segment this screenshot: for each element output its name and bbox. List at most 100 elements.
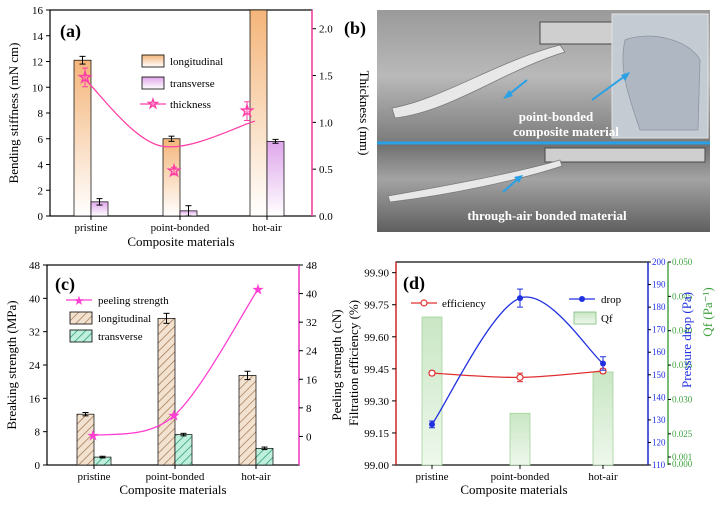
- c-ytick-label-0: 0: [35, 460, 41, 472]
- legend-c-longitudinal-label: longitudinal: [98, 313, 151, 325]
- panel-b-label-bg: [343, 10, 377, 38]
- c-bar-transverse-2: [255, 447, 274, 466]
- d-xtick-label-0: pristine: [416, 471, 449, 483]
- c-xtick-label-1: point-bonded: [146, 471, 205, 483]
- legend-transverse-swatch: [141, 76, 165, 90]
- d-ytick-label-1: 99.15: [364, 428, 389, 440]
- d-y2tick-label-4: 150: [652, 370, 666, 380]
- d-ytick-label-3: 99.45: [364, 364, 389, 376]
- panel-c-chart: 0 8 16 24 32 40 48 0 8 16 24 32 40 48 ★ ★ ★ pristine po…: [4, 260, 344, 497]
- c-y2tick-label-4: 32: [306, 317, 317, 329]
- d-y3tick-label-7: 0.050: [672, 257, 693, 267]
- c-peeling-point-2: ★: [251, 282, 264, 298]
- legend-c-transverse-label: transverse: [98, 331, 143, 343]
- c-xtick-label-2: hot-air: [241, 471, 271, 483]
- d-y3tick-label-1: 0.001: [672, 452, 692, 462]
- d-y3tick-label-6: 0.045: [672, 291, 693, 301]
- arrow-head-2: [621, 72, 630, 81]
- a-ytick-label-3: 6: [38, 134, 44, 146]
- photo-label-point-bonded-2: composite material: [513, 124, 619, 139]
- arrow-head-1: [503, 90, 513, 99]
- d-y3tick-label-0: 0.000: [672, 459, 693, 469]
- a-thickness-point-2: ☆: [240, 103, 254, 120]
- a-ytick-label-0: 0: [38, 211, 44, 223]
- a-xtick-label-0: pristine: [75, 222, 108, 234]
- d-xtick-label-2: hot-air: [588, 471, 618, 483]
- bent-sample-top: [391, 44, 566, 119]
- a-y2tick-label-4: 2.0: [319, 24, 333, 36]
- d-y2tick-label-6: 170: [652, 325, 666, 335]
- a-xtick-label-1: point-bonded: [151, 222, 210, 234]
- a-y2tick-label-1: 0.5: [319, 164, 333, 176]
- d-y2tick-label-9: 200: [652, 257, 666, 267]
- d-y3tick-label-4: 0.035: [672, 360, 693, 370]
- c-bar-longitudinal-1: [157, 317, 176, 466]
- legend-peeling-marker: ★: [73, 293, 85, 308]
- panel-c-legend: ★ peeling strength longitudinal transver…: [66, 293, 169, 343]
- arrow-head-3: [514, 175, 523, 183]
- legend-thickness-marker: ☆: [147, 96, 159, 111]
- c-bar-longitudinal-2: [238, 375, 257, 466]
- panel-b-photo: point-bonded composite material through-…: [343, 10, 710, 232]
- d-ytick-label-5: 99.75: [364, 300, 389, 312]
- clamp-bottom: [544, 147, 706, 163]
- panel-d-xlabel: Composite materials: [460, 482, 567, 497]
- panel-d-y2label: Pressure drop (Pa): [679, 292, 694, 388]
- d-y2tick-label-1: 120: [652, 437, 666, 447]
- panel-a-chart: 0 2 4 6 8 10 12 14 16 0.0 0.5 1.0 1.5 2.0 ☆ ☆ ☆ pristi…: [6, 5, 372, 249]
- panel-a-ylabel: Bending stiffness (mN cm): [6, 43, 21, 184]
- a-bar-transverse-2: [266, 140, 285, 217]
- c-y2tick-label-5: 40: [306, 289, 318, 301]
- d-ytick-label-6: 99.90: [364, 268, 389, 280]
- a-thickness-fit-line: [84, 78, 256, 148]
- a-thickness-point-0: ☆: [78, 69, 92, 86]
- d-y3tick-label-3: 0.030: [672, 394, 693, 404]
- panel-d-y3label: Qf (Pa⁻¹): [700, 287, 715, 336]
- legend-longitudinal-label: longitudinal: [170, 56, 223, 68]
- c-xtick-label-0: pristine: [78, 471, 111, 483]
- a-thickness-point-1: ☆: [167, 163, 181, 180]
- photo-label-point-bonded-1: point-bonded: [519, 109, 594, 124]
- c-y2tick-label-2: 16: [306, 374, 318, 386]
- arrow-to-inset: [591, 75, 626, 101]
- d-efficiency-point-1: [516, 373, 524, 381]
- d-y3tick-label-5: 0.040: [672, 326, 693, 336]
- a-xtick-label-2: hot-air: [252, 222, 282, 234]
- legend-c-longitudinal-swatch: [69, 311, 93, 325]
- panel-c-ylabel: Breaking strength (MPa): [4, 300, 19, 429]
- legend-thickness-label: thickness: [170, 99, 211, 111]
- d-drop-point-2: [600, 360, 606, 367]
- arrow-to-bottom-sample: [502, 177, 520, 193]
- a-ytick-label-7: 14: [32, 31, 44, 43]
- c-peeling-fit-line: [92, 288, 259, 437]
- d-y2tick-label-8: 190: [652, 280, 666, 290]
- legend-transverse-label: transverse: [170, 78, 215, 90]
- c-y2tick-label-1: 8: [306, 403, 312, 415]
- d-ytick-label-0: 99.00: [364, 460, 389, 472]
- d-y2tick-label-7: 180: [652, 302, 666, 312]
- panel-a-y2label: Thickness (mm): [357, 71, 372, 156]
- a-ytick-label-1: 2: [38, 185, 44, 197]
- panel-c-y2label: Peeling strength (cN): [329, 309, 344, 420]
- a-ytick-label-6: 12: [32, 57, 43, 69]
- d-drop-point-1: [517, 295, 523, 302]
- legend-c-transverse-swatch: [69, 329, 93, 343]
- c-ytick-label-5: 40: [29, 293, 41, 305]
- d-qf-bar-0: [421, 316, 443, 466]
- c-ytick-label-2: 16: [29, 393, 41, 405]
- panel-d-legend: efficiency drop Qf: [411, 294, 622, 325]
- d-qf-bar-2: [592, 371, 614, 466]
- panel-c-xlabel: Composite materials: [119, 482, 226, 497]
- panel-c-label: (c): [55, 274, 75, 295]
- d-efficiency-point-0: [428, 369, 436, 377]
- panel-b-label: (b): [344, 18, 366, 39]
- legend-drop-marker: [579, 296, 585, 302]
- c-y2tick-label-6: 48: [306, 260, 318, 272]
- d-xtick-label-1: point-bonded: [491, 471, 550, 483]
- legend-longitudinal-swatch: [141, 54, 165, 68]
- panel-d-ylabel: Filtration efficiency (%): [346, 300, 361, 426]
- c-ytick-label-1: 8: [35, 427, 41, 439]
- d-qf-bar-1: [509, 412, 531, 466]
- c-ytick-label-6: 48: [29, 260, 41, 272]
